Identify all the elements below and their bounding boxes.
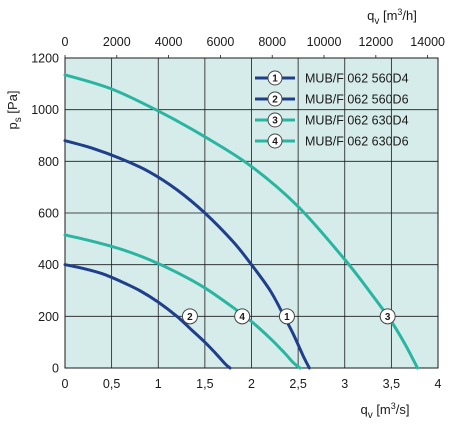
x-tick-label: 1 bbox=[155, 377, 162, 391]
curve-markers: 1 2 3 4 bbox=[181, 308, 396, 325]
curve-marker-1 bbox=[278, 308, 295, 325]
x-tick-label: 1,5 bbox=[196, 377, 213, 391]
y-tick-label: 0 bbox=[52, 362, 59, 376]
y-tick-label: 1200 bbox=[31, 52, 59, 66]
y-tick-label: 600 bbox=[38, 207, 59, 221]
curve-4 bbox=[63, 233, 302, 370]
legend-marker-1 bbox=[267, 70, 283, 86]
x2-tick-label: 14000 bbox=[410, 35, 445, 49]
curve-2 bbox=[63, 263, 232, 370]
legend-label-2: MUB/F 062 560D6 bbox=[305, 93, 409, 107]
legend-label-3: MUB/F 062 630D4 bbox=[305, 114, 409, 128]
tick-labels: 0 0,5 1 1,5 2 2,5 3 3,5 40 2000 4000 6000 8000 10000 1… bbox=[31, 35, 445, 391]
legend-label-4: MUB/F 062 630D6 bbox=[305, 135, 409, 149]
legend-marker-label-3: 3 bbox=[272, 116, 278, 127]
x2-tick-label: 10000 bbox=[307, 35, 342, 49]
curve-marker-2 bbox=[181, 308, 198, 325]
x2-tick-label: 6000 bbox=[207, 35, 235, 49]
curve-3 bbox=[63, 73, 419, 370]
curve-marker-label-3: 3 bbox=[385, 312, 391, 323]
x2-tick-label: 0 bbox=[62, 35, 69, 49]
curve-marker-label-4: 4 bbox=[239, 312, 245, 323]
y-tick-label: 400 bbox=[38, 258, 59, 272]
x2-axis-title: qv [m3/h] bbox=[367, 7, 417, 27]
x2-tick-label: 4000 bbox=[155, 35, 183, 49]
y-axis-title: ps [Pa] bbox=[5, 91, 24, 130]
x2-tick-label: 8000 bbox=[258, 35, 286, 49]
x-tick-label: 0 bbox=[62, 377, 69, 391]
curve-marker-3 bbox=[379, 308, 396, 325]
x-tick-label: 2,5 bbox=[289, 377, 306, 391]
legend-marker-label-2: 2 bbox=[272, 95, 278, 106]
y-tick-label: 1000 bbox=[31, 103, 59, 117]
y-tick-label: 200 bbox=[38, 310, 59, 324]
x2-tick-label: 2000 bbox=[103, 35, 131, 49]
x-tick-label: 4 bbox=[435, 377, 442, 391]
x-tick-label: 2 bbox=[248, 377, 255, 391]
x2-tick-label: 12000 bbox=[358, 35, 393, 49]
legend-marker-2 bbox=[267, 91, 283, 107]
curve-1 bbox=[63, 139, 311, 370]
curve-marker-4 bbox=[234, 308, 251, 325]
curve-marker-label-1: 1 bbox=[284, 312, 290, 323]
legend: 1 MUB/F 062 560D4 2 MUB/F 062 560D6 3 MUB/F 0… bbox=[255, 70, 409, 149]
axis-titles: qv [m3/s] qv [m3/h] ps [Pa] bbox=[5, 7, 417, 421]
curves bbox=[63, 73, 419, 370]
x-tick-label: 3,5 bbox=[383, 377, 400, 391]
legend-marker-4 bbox=[267, 133, 283, 149]
legend-marker-label-1: 1 bbox=[272, 74, 278, 85]
legend-marker-label-4: 4 bbox=[272, 137, 278, 148]
plot-frame bbox=[64, 57, 439, 369]
x-tick-label: 3 bbox=[341, 377, 348, 391]
x-tick-label: 0,5 bbox=[103, 377, 120, 391]
y-tick-label: 800 bbox=[38, 155, 59, 169]
legend-label-1: MUB/F 062 560D4 bbox=[305, 72, 409, 86]
curve-marker-label-2: 2 bbox=[187, 312, 193, 323]
legend-marker-3 bbox=[267, 112, 283, 128]
x-axis-title: qv [m3/s] bbox=[360, 401, 409, 421]
